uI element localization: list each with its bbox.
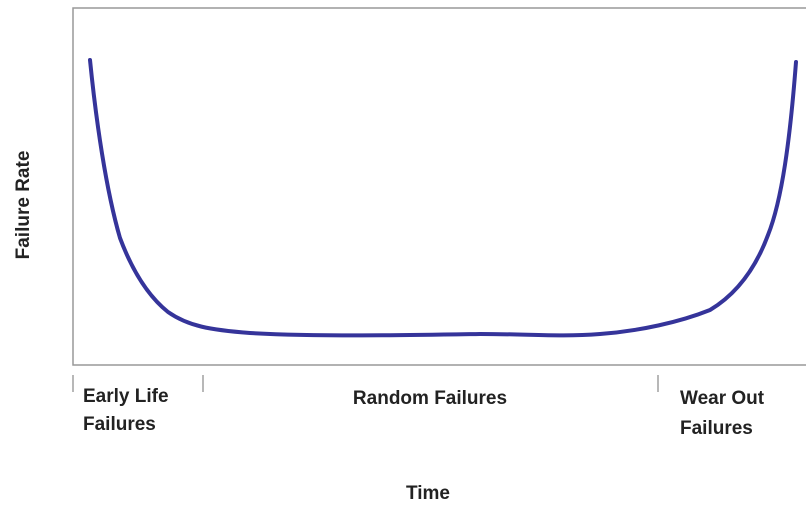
region-label: Failures xyxy=(680,418,753,439)
region-label: Wear Out xyxy=(680,388,765,409)
region-label: Early Life xyxy=(83,386,169,407)
x-axis-label: Time xyxy=(406,483,450,504)
bathtub-curve xyxy=(88,58,798,338)
region-label: Failures xyxy=(83,414,156,435)
y-axis-label: Failure Rate xyxy=(13,151,34,260)
region-label: Random Failures xyxy=(353,388,507,409)
plot-frame xyxy=(72,7,806,366)
